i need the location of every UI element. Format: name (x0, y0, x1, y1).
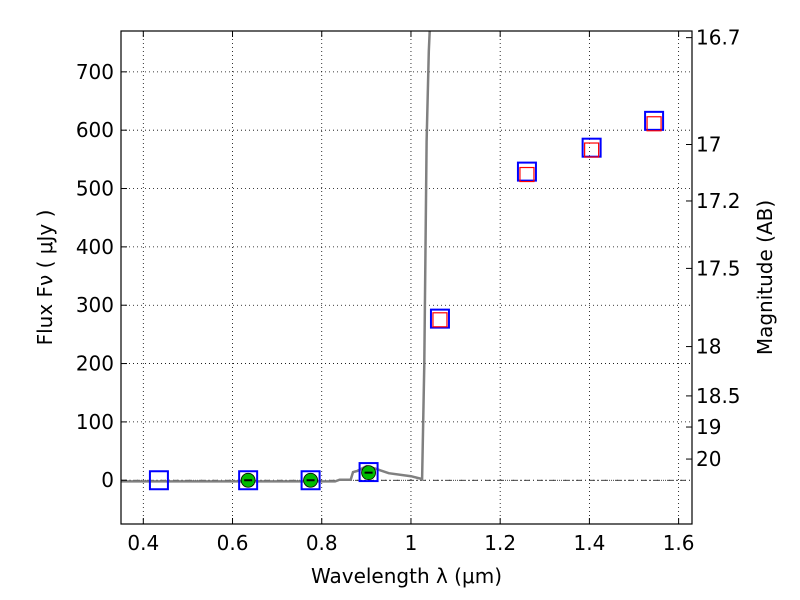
y-axis-title: Flux Fν ( μJy ) (33, 210, 57, 346)
y-axis-ticks: 0 100 200 300 400 500 600 700 (76, 60, 127, 492)
x-tick-label: 1.2 (484, 531, 516, 555)
plot-data (121, 31, 665, 491)
x-tick-label: 0.4 (127, 531, 159, 555)
plot-frame (120, 30, 693, 525)
data-point-square (644, 110, 665, 131)
data-point-square (429, 308, 450, 329)
data-point-square (300, 470, 321, 491)
magnitude-tick-label: 18 (696, 335, 721, 359)
data-point-square (584, 142, 600, 158)
magnitude-tick-label: 17 (696, 132, 721, 156)
model-spectrum-line (121, 31, 431, 483)
y-tick-label: 400 (76, 235, 114, 259)
magnitude-tick-label: 17.5 (696, 256, 741, 280)
y-tick-label: 0 (101, 468, 114, 492)
data-point-square (516, 161, 537, 182)
y-tick-label: 500 (76, 177, 114, 201)
x-axis-ticks: 0.4 0.6 0.8 1 1.2 1.4 1.6 (127, 31, 695, 555)
magnitude-tick-label: 19 (696, 415, 721, 439)
data-point-square (238, 470, 259, 491)
y-tick-label: 200 (76, 352, 114, 376)
x-tick-label: 0.6 (217, 531, 249, 555)
grid-lines (121, 31, 692, 524)
y-tick-label: 700 (76, 60, 114, 84)
right-axis-title: Magnitude (AB) (753, 200, 777, 355)
data-point-square (519, 166, 535, 183)
magnitude-axis-ticks: 16.7 17 17.2 17.5 18 18.5 19 20 (686, 26, 741, 471)
magnitude-tick-label: 16.7 (696, 26, 741, 50)
y-tick-label: 600 (76, 118, 114, 142)
data-point-square (358, 462, 379, 483)
x-tick-label: 1.4 (573, 531, 605, 555)
magnitude-tick-label: 20 (696, 447, 721, 471)
data-point-square (646, 116, 662, 132)
x-tick-label: 1 (405, 531, 418, 555)
y-tick-label: 100 (76, 410, 114, 434)
x-axis-title: Wavelength λ (μm) (311, 564, 502, 588)
data-point-square (148, 470, 169, 491)
data-point-square (432, 312, 448, 328)
x-tick-label: 0.8 (306, 531, 338, 555)
magnitude-tick-label: 18.5 (696, 384, 741, 408)
magnitude-tick-label: 17.2 (696, 189, 741, 213)
data-point-square (581, 137, 602, 158)
y-tick-label: 300 (76, 293, 114, 317)
x-tick-label: 1.6 (663, 531, 695, 555)
